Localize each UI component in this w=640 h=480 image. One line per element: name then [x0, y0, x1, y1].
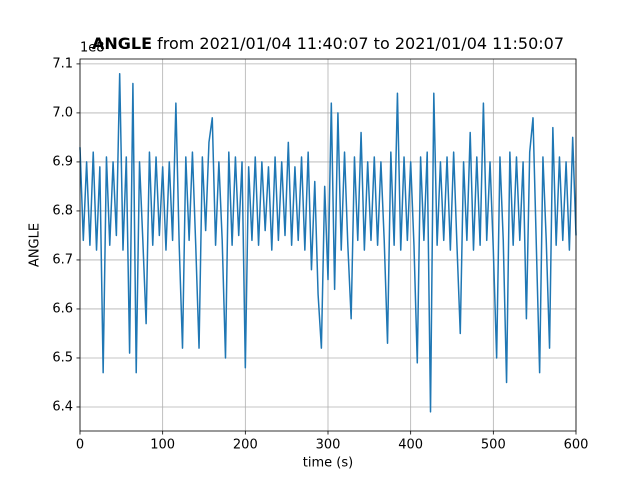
x-tick-label: 300: [316, 438, 341, 453]
chart-title: ANGLE from 2021/01/04 11:40:07 to 2021/0…: [92, 34, 564, 53]
x-tick-label: 0: [76, 438, 84, 453]
y-axis-label: ANGLE: [28, 223, 43, 267]
x-tick-label: 500: [481, 438, 506, 453]
y-tick-label: 6.6: [52, 301, 73, 316]
x-tick-label: 200: [233, 438, 258, 453]
y-tick-label: 7.0: [52, 105, 73, 120]
x-axis-label: time (s): [303, 456, 353, 471]
axes-frame: [79, 58, 577, 432]
y-tick-label: 6.8: [52, 203, 73, 218]
data-line: [79, 72, 577, 413]
y-tick-label: 6.4: [52, 399, 73, 414]
x-tick-label: 100: [150, 438, 175, 453]
y-tick-label: 6.5: [52, 350, 73, 365]
offset-label: 1e8: [80, 41, 105, 56]
y-tick-label: 7.1: [52, 56, 73, 71]
title-rest: from 2021/01/04 11:40:07 to 2021/01/04 1…: [157, 34, 564, 53]
y-tick-label: 6.7: [52, 252, 73, 267]
title-bold: ANGLE: [92, 34, 152, 53]
x-tick-label: 400: [398, 438, 423, 453]
y-tick-label: 6.9: [52, 154, 73, 169]
x-tick-label: 600: [564, 438, 589, 453]
